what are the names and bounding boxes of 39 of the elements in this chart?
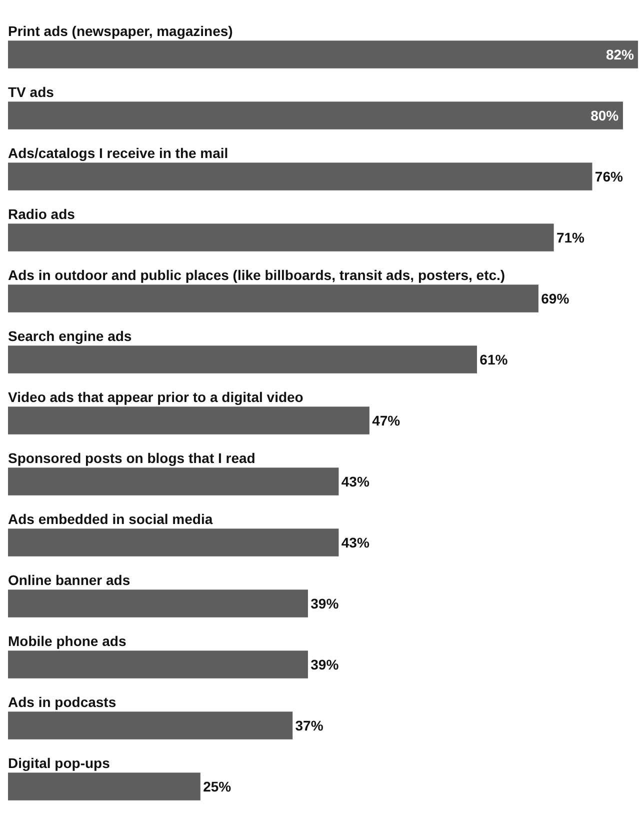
bar [8,224,554,252]
bar [8,650,308,678]
y-tick-label: Ads/catalogs I receive in the mail [8,145,228,161]
y-tick-label: Radio ads [8,206,76,222]
data-label: 25% [203,778,232,794]
bar [8,284,538,312]
y-tick-label: Online banner ads [8,572,130,588]
y-tick-label: Ads embedded in social media [8,511,213,527]
data-label: 47% [372,412,401,428]
y-tick-label: Mobile phone ads [8,633,126,649]
data-label: 69% [541,290,570,306]
data-label: 61% [480,351,508,368]
bar [8,346,477,374]
y-tick-label: Ads in podcasts [8,694,116,710]
data-label: 80% [590,107,620,124]
y-tick-label: Print ads (newspaper, magazines) [8,23,233,39]
bar [8,712,293,740]
bar [8,40,638,68]
y-tick-label: Search engine ads [8,328,132,344]
bar [8,162,592,190]
data-label: 76% [594,168,624,184]
y-tick-label: Digital pop-ups [8,755,110,771]
y-tick-label: Sponsored posts on blogs that I read [8,450,256,466]
bar [8,406,370,434]
y-tick-label: Ads in outdoor and public places (like billboards, transit ads, posters, etc.) [8,267,506,283]
bar [8,102,623,130]
data-label: 39% [310,656,340,672]
y-tick-label: Video ads that appear prior to a digital video [8,389,304,405]
data-label: 43% [341,534,370,550]
bar [8,772,200,800]
bar [8,468,339,496]
data-label: 71% [556,229,586,246]
data-label: 39% [310,595,340,612]
data-label: 43% [341,473,370,490]
bar [8,528,339,556]
bar [8,590,308,618]
data-label: 37% [295,717,324,734]
y-tick-label: TV ads [8,84,54,100]
data-label: 82% [606,46,635,62]
